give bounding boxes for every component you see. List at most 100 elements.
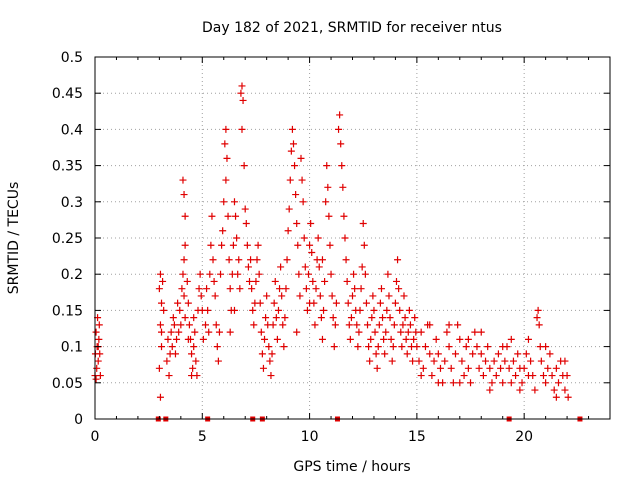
data-point <box>168 343 176 351</box>
data-point <box>321 277 329 285</box>
data-point <box>93 364 101 372</box>
data-point <box>284 227 292 235</box>
data-point <box>505 364 513 372</box>
data-point <box>253 256 261 264</box>
data-point <box>246 277 253 285</box>
data-point <box>346 335 354 343</box>
grid-lines <box>95 57 610 419</box>
data-point <box>156 270 164 278</box>
data-point <box>309 277 317 285</box>
data-point <box>308 248 316 256</box>
data-point <box>293 328 301 336</box>
data-point <box>445 343 453 351</box>
data-point <box>240 162 248 170</box>
data-point <box>428 372 436 380</box>
data-point <box>380 335 388 343</box>
data-point <box>535 321 543 329</box>
data-point <box>398 343 406 351</box>
data-point <box>256 299 264 307</box>
data-point <box>241 205 249 213</box>
data-point <box>296 292 304 300</box>
data-point <box>233 234 241 242</box>
data-point <box>181 241 189 249</box>
data-point <box>250 321 258 329</box>
data-point <box>171 350 179 358</box>
data-point <box>261 335 269 343</box>
data-point <box>270 299 278 307</box>
data-point <box>376 299 384 307</box>
data-point <box>208 212 216 220</box>
data-point <box>402 335 410 343</box>
data-point <box>320 306 328 314</box>
data-point <box>426 321 434 329</box>
data-point <box>276 285 284 293</box>
data-point <box>236 285 244 293</box>
data-point <box>184 335 192 343</box>
data-point <box>347 314 355 322</box>
data-point <box>293 220 301 228</box>
data-point <box>488 379 496 387</box>
data-point <box>382 328 390 336</box>
data-point <box>341 234 349 242</box>
data-point <box>501 357 509 365</box>
data-point <box>482 357 490 365</box>
data-point <box>344 299 352 307</box>
data-point <box>447 364 455 372</box>
data-point <box>213 343 221 351</box>
data-point <box>254 241 262 249</box>
data-point <box>202 321 210 329</box>
x-tick-label: 10 <box>301 429 319 445</box>
data-point <box>222 125 230 133</box>
y-tick-label: 0.1 <box>61 340 83 356</box>
data-point <box>280 343 288 351</box>
data-point <box>294 241 302 249</box>
data-point <box>452 350 459 358</box>
data-point <box>292 191 300 199</box>
data-point <box>434 350 442 358</box>
data-point <box>395 285 403 293</box>
data-point <box>326 241 334 249</box>
plot-frame <box>94 56 611 420</box>
data-point <box>340 212 348 220</box>
data-point <box>421 343 429 351</box>
data-point <box>550 386 558 394</box>
data-point <box>218 241 226 249</box>
data-point <box>306 299 314 307</box>
data-point <box>262 314 270 322</box>
data-point <box>244 263 252 271</box>
data-point <box>409 357 417 365</box>
data-point <box>360 241 368 249</box>
chart-title: Day 182 of 2021, SRMTID for receiver ntu… <box>202 20 502 36</box>
data-point <box>155 364 163 372</box>
data-point <box>230 198 238 206</box>
data-point <box>299 198 307 206</box>
data-point <box>180 256 188 264</box>
y-tick-label: 0.05 <box>52 376 83 392</box>
data-point <box>230 306 238 314</box>
data-point <box>371 328 379 336</box>
data-point <box>490 357 498 365</box>
data-point <box>539 372 547 380</box>
data-point <box>400 292 408 300</box>
data-point <box>399 321 407 329</box>
data-point <box>307 220 315 228</box>
data-point <box>247 256 255 264</box>
data-point <box>181 314 189 322</box>
data-point <box>92 375 100 383</box>
data-point <box>173 335 181 343</box>
data-point <box>492 372 500 380</box>
data-point <box>323 162 331 170</box>
data-point <box>514 350 522 358</box>
data-point <box>534 306 542 314</box>
data-point <box>301 263 309 271</box>
data-point <box>401 314 409 322</box>
data-point <box>419 364 427 372</box>
data-point <box>180 191 188 199</box>
data-point <box>417 372 425 380</box>
data-point <box>269 321 277 329</box>
data-point <box>460 372 468 380</box>
data-point <box>265 343 273 351</box>
data-point <box>332 299 340 307</box>
data-point <box>315 263 323 271</box>
data-point <box>369 292 377 300</box>
